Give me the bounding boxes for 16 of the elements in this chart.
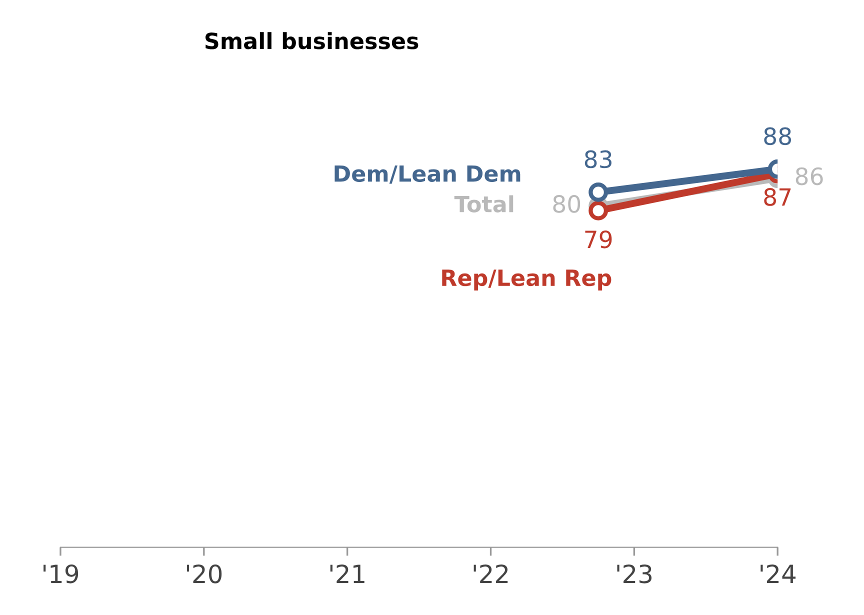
x-tick-label: '24 <box>760 564 796 584</box>
x-tick-label: '20 <box>186 564 222 584</box>
data-label: 88 <box>764 127 792 146</box>
chart-title: Small businesses <box>206 32 418 50</box>
x-tick-label: '22 <box>474 564 508 584</box>
data-label: 80 <box>553 195 580 213</box>
data-label: 83 <box>584 150 612 168</box>
text: Rep/Lean Rep <box>442 270 612 290</box>
text: Total <box>454 195 514 212</box>
x-tick-label: '23 <box>617 564 652 584</box>
data-label: 79 <box>585 230 612 248</box>
x-tick-label: '21 <box>330 564 364 584</box>
x-tick-label: '19 <box>44 564 78 584</box>
text: Dem/Lean Dem <box>334 165 520 184</box>
data-label: 86 <box>796 167 823 186</box>
data-label: 87 <box>764 188 791 206</box>
